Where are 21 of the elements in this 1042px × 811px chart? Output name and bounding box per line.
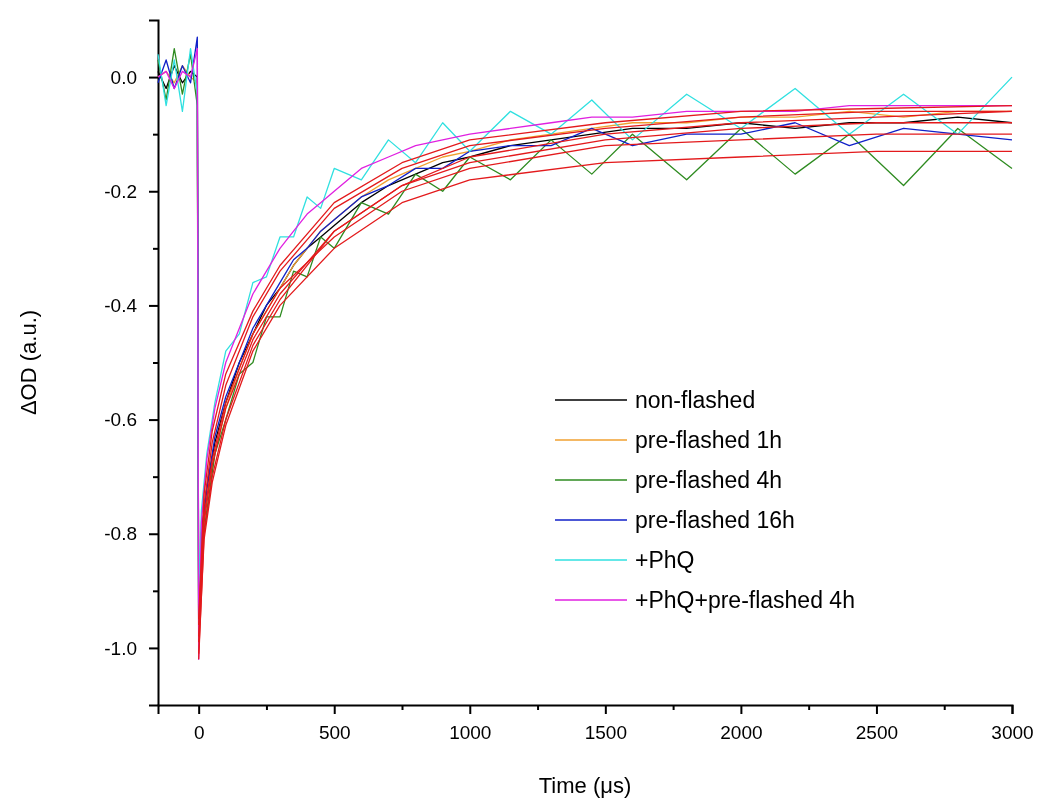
y-tick-label: -0.8 <box>104 523 137 545</box>
x-tick-label: 3000 <box>991 722 1034 744</box>
legend-label: pre-flashed 4h <box>635 467 783 493</box>
legend-label: pre-flashed 1h <box>635 427 783 453</box>
y-tick-label: -1.0 <box>104 637 137 659</box>
y-tick-label: -0.2 <box>104 180 137 202</box>
y-axis-title: ΔOD (a.u.) <box>16 309 41 416</box>
x-tick-label: 0 <box>193 722 205 744</box>
x-axis-title: Time (μs) <box>538 773 632 798</box>
x-tick-label: 2000 <box>720 722 763 744</box>
y-tick-label: 0.0 <box>110 66 137 88</box>
legend-label: pre-flashed 16h <box>635 507 795 533</box>
x-tick-label: 1000 <box>449 722 492 744</box>
y-tick-label: -0.6 <box>104 409 137 431</box>
legend-label: +PhQ <box>635 547 695 573</box>
x-tick-label: 500 <box>318 722 351 744</box>
y-tick-label: -0.4 <box>104 295 138 316</box>
x-tick-label: 1500 <box>584 722 627 744</box>
x-tick-label: 2500 <box>855 722 899 744</box>
legend-label: +PhQ+pre-flashed 4h <box>635 587 855 613</box>
legend-label: non-flashed <box>635 387 756 413</box>
